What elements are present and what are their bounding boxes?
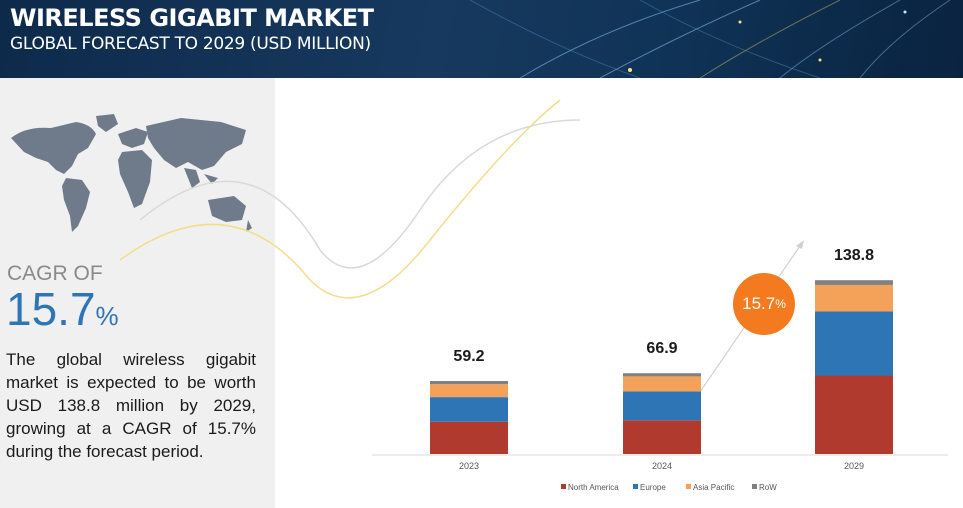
bar-2029-asia-pacific (815, 284, 893, 312)
legend-label-row: RoW (759, 483, 777, 492)
light-streaks-decoration (469, 0, 951, 78)
cagr-label: CAGR OF (7, 262, 103, 285)
growth-arrow-head (796, 240, 804, 249)
legend-swatch-europe (633, 484, 638, 489)
cagr-number: 15.7 (6, 283, 96, 335)
bar-2024-row (623, 373, 701, 377)
legend-swatch-asia-pacific (686, 484, 691, 489)
bar-2029-north-america (815, 375, 893, 454)
page-title: WIRELESS GIGABIT MARKET (10, 4, 374, 32)
page-subtitle: GLOBAL FORECAST TO 2029 (USD MILLION) (10, 34, 371, 54)
bar-2023-europe (430, 397, 508, 422)
bar-2029-europe (815, 311, 893, 376)
x-tick-2024: 2024 (652, 461, 672, 471)
cagr-value: 15.7% (6, 283, 119, 342)
cagr-percent: % (95, 301, 119, 331)
total-label-2029: 138.8 (834, 247, 874, 264)
cagr-bubble: 15.7% (733, 273, 795, 335)
bar-2023-asia-pacific (430, 384, 508, 398)
legend-label-europe: Europe (640, 483, 666, 492)
x-tick-2029: 2029 (844, 461, 864, 471)
total-label-2024: 66.9 (646, 340, 677, 357)
header-banner: WIRELESS GIGABIT MARKET GLOBAL FORECAST … (0, 0, 963, 78)
bar-2023-row (430, 380, 508, 385)
cagr-bubble-percent: % (775, 297, 786, 311)
x-tick-2023: 2023 (459, 461, 479, 471)
bar-2024-north-america (623, 420, 701, 454)
bar-2029-row (815, 280, 893, 285)
legend-label-asia-pacific: Asia Pacific (693, 483, 734, 492)
legend-swatch-row (752, 484, 757, 489)
cagr-bubble-number: 15.7 (742, 294, 776, 313)
legend-swatch-north-america (561, 484, 566, 489)
bar-2023-north-america (430, 421, 508, 454)
bar-2024-europe (623, 391, 701, 421)
bar-2024-asia-pacific (623, 376, 701, 392)
market-summary-text: The global wireless gigabit market is ex… (6, 350, 256, 461)
legend-label-north-america: North America (568, 483, 619, 492)
total-label-2023: 59.2 (453, 348, 484, 365)
